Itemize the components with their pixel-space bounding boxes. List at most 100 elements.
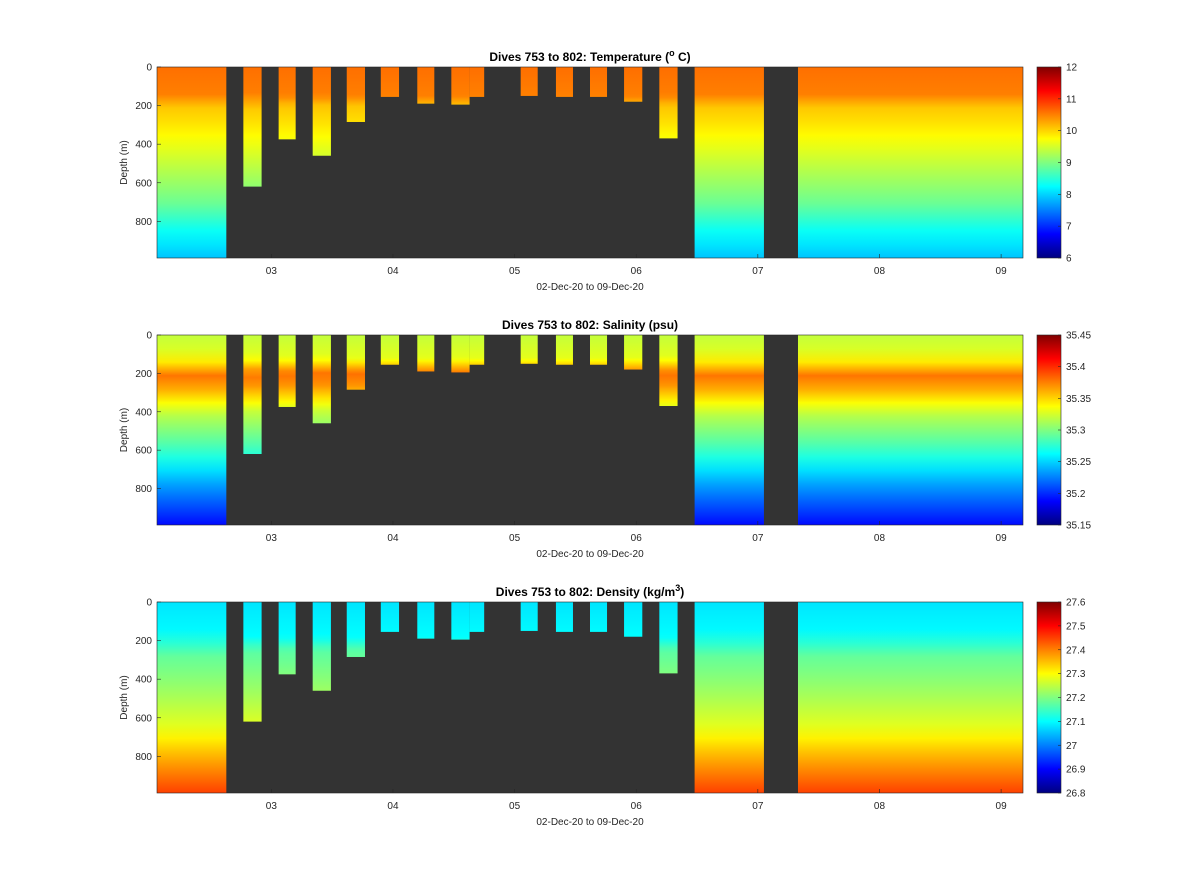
- y-tick-label: 800: [135, 217, 152, 228]
- x-tick-label: 07: [752, 266, 764, 277]
- dive-column: [520, 335, 538, 364]
- dive-column: [624, 67, 643, 102]
- y-tick-label: 600: [135, 713, 152, 724]
- x-tick-label: 09: [996, 533, 1008, 544]
- dive-column: [659, 67, 678, 139]
- dive-column: [520, 67, 538, 96]
- y-tick-label: 200: [135, 101, 152, 112]
- axes-frame: [156, 334, 1024, 526]
- y-tick-label: 600: [135, 178, 152, 189]
- axes-frame: [156, 601, 1024, 794]
- x-axis-label: 02-Dec-20 to 09-Dec-20: [536, 817, 644, 828]
- dive-column: [694, 67, 764, 258]
- dive-column: [624, 602, 643, 637]
- title-superscript: o: [669, 48, 675, 58]
- colorbar-tick-label: 11: [1066, 94, 1077, 105]
- y-tick-label: 0: [146, 331, 152, 342]
- dive-column: [659, 335, 678, 407]
- dive-column: [694, 602, 764, 793]
- dive-column: [555, 67, 573, 97]
- dive-column: [451, 335, 470, 373]
- colorbar-tick-label: 6: [1066, 254, 1072, 265]
- x-tick-label: 04: [387, 266, 399, 277]
- y-tick-label: 800: [135, 752, 152, 763]
- panel-1: Dives 753 to 802: Salinity (psu) 0 200 400 6…: [119, 318, 1091, 560]
- y-tick-label: 200: [135, 369, 152, 380]
- colorbar-tick-label: 27.6: [1066, 598, 1086, 609]
- colorbar-tick-label: 35.45: [1066, 331, 1091, 342]
- colorbar-tick-label: 27.2: [1066, 693, 1086, 704]
- x-tick-label: 06: [631, 801, 643, 812]
- dive-column: [555, 602, 573, 632]
- colorbar-tick-label: 27.4: [1066, 645, 1086, 656]
- dive-column: [243, 67, 262, 187]
- colorbar: [1036, 334, 1062, 526]
- x-tick-label: 08: [874, 801, 886, 812]
- colorbar-tick-label: 27.5: [1066, 621, 1086, 632]
- x-tick-label: 07: [752, 533, 764, 544]
- title-superscript: 3: [675, 583, 680, 593]
- y-tick-label: 400: [135, 675, 152, 686]
- colorbar-tick-label: 7: [1066, 222, 1072, 233]
- dive-column: [346, 67, 365, 122]
- title-text: Dives 753 to 802: Density (kg/m: [496, 585, 675, 599]
- dive-column: [417, 602, 435, 639]
- panel-title: Dives 753 to 802: Temperature (o C): [489, 48, 690, 64]
- colorbar-tick-label: 35.4: [1066, 362, 1086, 373]
- dive-column: [278, 602, 296, 675]
- x-tick-label: 05: [509, 266, 521, 277]
- x-tick-label: 09: [996, 801, 1008, 812]
- colorbar-tick-label: 26.9: [1066, 765, 1086, 776]
- colorbar-tick-label: 26.8: [1066, 789, 1086, 800]
- title-text: Dives 753 to 802: Salinity (psu): [502, 318, 678, 332]
- dive-column: [243, 335, 262, 454]
- colorbar: [1036, 601, 1062, 794]
- y-tick-label: 800: [135, 484, 152, 495]
- y-tick-label: 600: [135, 446, 152, 457]
- dive-column: [520, 602, 538, 631]
- dive-column: [469, 335, 485, 365]
- dive-column: [157, 67, 227, 258]
- panel-2: Dives 753 to 802: Density (kg/m3) 0 200 400…: [119, 583, 1086, 828]
- y-tick-label: 400: [135, 407, 152, 418]
- colorbar-tick-label: 10: [1066, 126, 1078, 137]
- x-tick-label: 08: [874, 533, 886, 544]
- dive-column: [590, 67, 608, 97]
- title-suffix: ): [680, 585, 684, 599]
- dive-column: [380, 335, 400, 365]
- dive-column: [278, 67, 296, 140]
- y-tick-label: 0: [146, 598, 152, 609]
- dive-column: [380, 67, 400, 97]
- y-tick-label: 200: [135, 636, 152, 647]
- colorbar-tick-label: 12: [1066, 63, 1078, 74]
- x-axis-label: 02-Dec-20 to 09-Dec-20: [536, 282, 644, 293]
- dive-column: [243, 602, 262, 722]
- colorbar-tick-label: 35.3: [1066, 426, 1086, 437]
- x-tick-label: 06: [631, 533, 643, 544]
- y-axis-label: Depth (m): [119, 408, 130, 452]
- x-tick-label: 05: [509, 533, 521, 544]
- dive-column: [451, 67, 470, 105]
- dive-column: [312, 67, 331, 156]
- dive-column: [624, 335, 643, 370]
- colorbar-tick-label: 35.15: [1066, 521, 1091, 532]
- x-tick-label: 03: [266, 801, 278, 812]
- panel-0: Dives 753 to 802: Temperature (o C) 0 200 4…: [119, 48, 1078, 293]
- colorbar: [1036, 66, 1062, 259]
- dive-column: [797, 602, 1023, 793]
- dive-column: [469, 67, 485, 97]
- axes-frame: [156, 66, 1024, 259]
- dive-column: [312, 335, 331, 424]
- dive-column: [694, 335, 764, 525]
- dive-column: [417, 67, 435, 104]
- x-tick-label: 03: [266, 266, 278, 277]
- dive-column: [469, 602, 485, 632]
- y-axis-label: Depth (m): [119, 675, 130, 719]
- title-suffix: C): [675, 50, 691, 64]
- x-tick-label: 08: [874, 266, 886, 277]
- dive-column: [590, 335, 608, 365]
- colorbar-tick-label: 9: [1066, 158, 1072, 169]
- dive-column: [451, 602, 470, 640]
- x-tick-label: 04: [387, 801, 399, 812]
- x-axis-label: 02-Dec-20 to 09-Dec-20: [536, 549, 644, 560]
